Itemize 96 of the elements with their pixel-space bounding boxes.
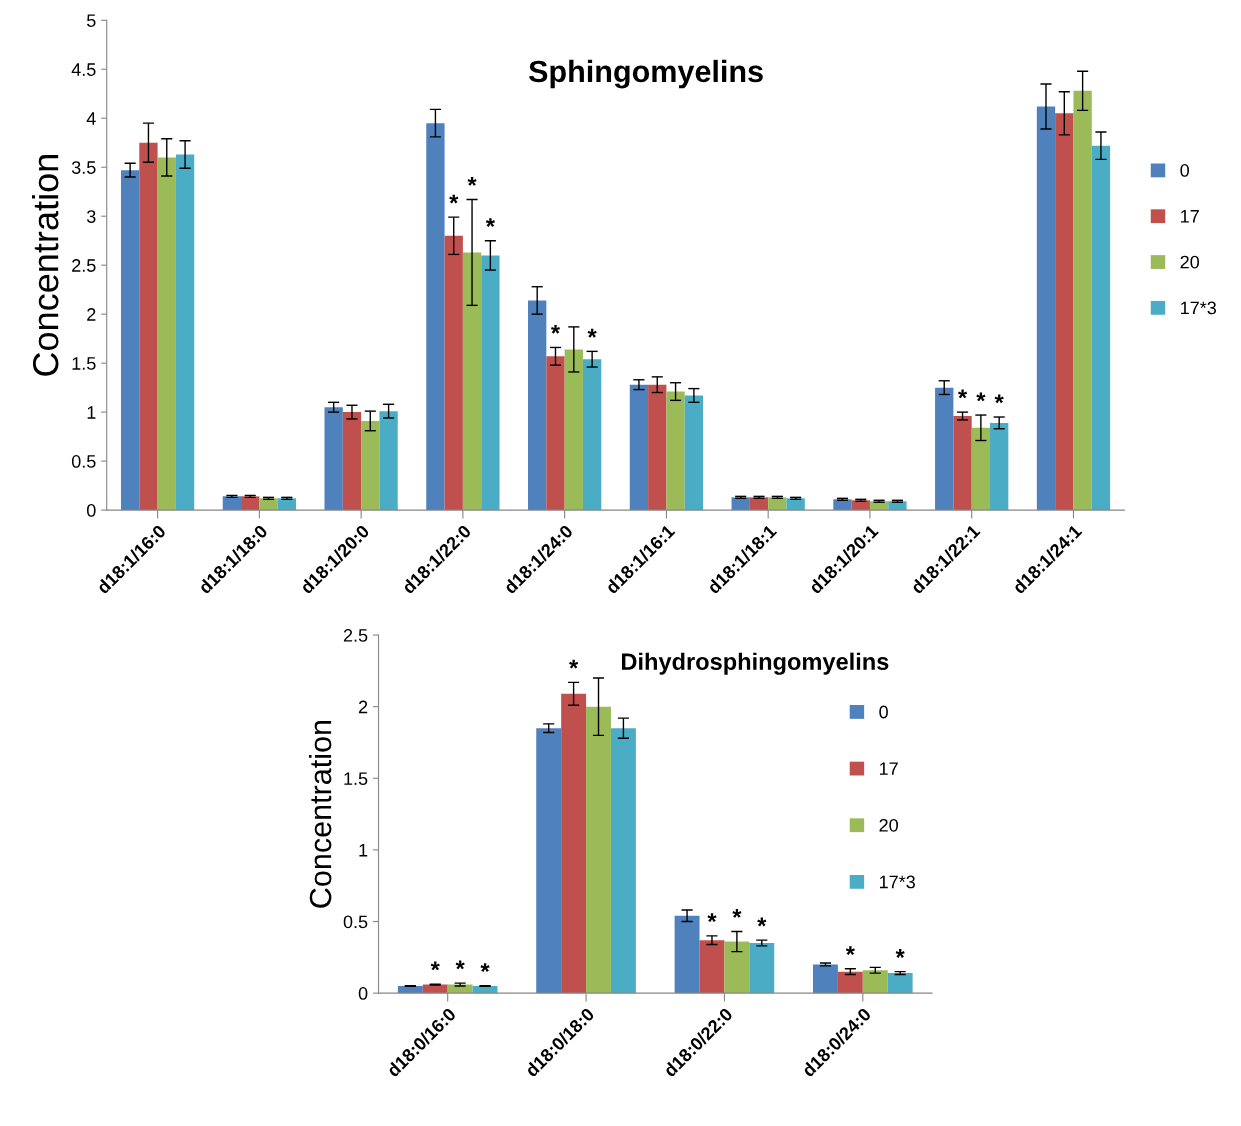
- y-tick-label: 1.5: [72, 357, 96, 370]
- annotation: *: [707, 913, 717, 923]
- annotation: *: [994, 394, 1004, 404]
- bar: [990, 422, 1009, 511]
- bar: [361, 420, 380, 511]
- annotation: *: [485, 218, 495, 227]
- y-tick-label: 1: [359, 844, 368, 857]
- bar: [749, 497, 769, 511]
- y-tick-label: 0.5: [343, 915, 368, 929]
- bar: [749, 943, 775, 994]
- bar: [768, 497, 787, 511]
- bar: [833, 499, 852, 511]
- y-tick-label: 2.5: [343, 629, 368, 642]
- bar: [812, 964, 838, 994]
- bar: [561, 693, 587, 994]
- annotation: *: [455, 960, 465, 970]
- bar: [139, 142, 158, 511]
- bar: [731, 497, 750, 511]
- bar: [648, 384, 667, 511]
- y-tick-label: 2.5: [72, 259, 96, 272]
- bar: [379, 411, 398, 511]
- bar: [1036, 106, 1056, 511]
- annotation: *: [569, 659, 579, 669]
- annotation: *: [845, 946, 855, 956]
- bar: [888, 501, 907, 511]
- bar: [1055, 113, 1074, 511]
- y-tick-label: 3.5: [71, 161, 96, 174]
- bar: [837, 971, 863, 994]
- y-tick-label: 0.5: [71, 455, 96, 468]
- text: Sphingomyelins: [528, 59, 763, 89]
- bar: [699, 940, 725, 994]
- bar: [175, 154, 195, 511]
- bar: [1073, 90, 1092, 511]
- bar: [462, 252, 482, 511]
- annotation: *: [480, 963, 490, 972]
- bar: [342, 412, 362, 511]
- bar: [120, 170, 140, 511]
- bar: [259, 498, 278, 511]
- bar: [674, 915, 700, 994]
- bar: [684, 395, 704, 511]
- annotation: *: [587, 328, 597, 338]
- legend-label: 17*3: [1181, 301, 1217, 315]
- bar: [610, 728, 636, 994]
- legend-label: 17: [1181, 210, 1199, 223]
- bar: [786, 498, 805, 511]
- y-tick-label: 4.5: [71, 63, 96, 76]
- y-tick-label: 3: [86, 210, 96, 223]
- y-tick-label: 5: [86, 14, 96, 27]
- bar: [241, 496, 260, 511]
- bar: [887, 973, 913, 994]
- legend-label: 0: [879, 705, 888, 719]
- bar: [157, 157, 176, 511]
- y-tick-label: 2: [87, 308, 96, 321]
- bar: [586, 706, 611, 994]
- annotation: *: [550, 324, 561, 334]
- bar: [971, 427, 991, 511]
- annotation: *: [976, 392, 986, 402]
- legend-label: 17: [879, 762, 898, 775]
- bar: [564, 349, 583, 511]
- y-tick-label: 0: [86, 504, 96, 517]
- legend-label: 17*3: [879, 875, 915, 889]
- bar: [324, 407, 343, 511]
- legend-label: 0: [1180, 164, 1189, 177]
- legend-label: 20: [1180, 255, 1200, 269]
- bar: [546, 356, 565, 511]
- bar: [528, 300, 547, 511]
- annotation: *: [958, 389, 968, 399]
- annotation: *: [467, 177, 477, 186]
- bar: [481, 255, 500, 511]
- bar: [582, 359, 602, 511]
- y-tick-label: 0: [358, 987, 368, 1000]
- bar: [953, 416, 972, 511]
- annotation: *: [430, 961, 440, 971]
- annotation: *: [449, 194, 459, 204]
- bar: [444, 235, 463, 511]
- legend-label: 20: [879, 818, 898, 832]
- bar: [277, 498, 296, 511]
- text: Dihydrosphingomyelins: [622, 652, 889, 675]
- y-tick-label: 1: [87, 406, 96, 419]
- bar: [666, 391, 685, 511]
- bar: [629, 384, 649, 511]
- bar: [1091, 145, 1111, 511]
- annotation: *: [757, 917, 767, 927]
- y-axis-title: Concentration: [308, 720, 332, 908]
- y-tick-label: 2: [358, 700, 368, 714]
- bar: [536, 728, 562, 994]
- y-tick-label: 1.5: [344, 772, 368, 786]
- bar: [724, 941, 750, 994]
- y-tick-label: 4: [86, 112, 96, 125]
- bar: [426, 123, 445, 511]
- y-axis-title: Concentration: [31, 155, 59, 376]
- annotation: *: [895, 949, 905, 958]
- bar: [862, 970, 888, 994]
- annotation: *: [732, 909, 742, 918]
- bar: [222, 496, 242, 511]
- bar: [935, 387, 954, 511]
